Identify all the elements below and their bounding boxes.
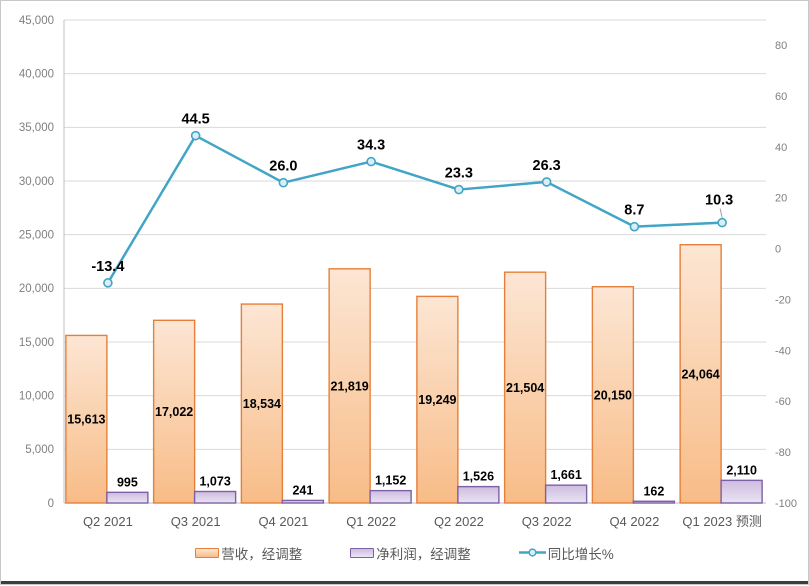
right-axis-tick-label: 40 [775, 142, 787, 154]
growth-data-label: 8.7 [624, 203, 644, 219]
category-axis-label: Q3 2022 [522, 514, 572, 529]
revenue-bar [240, 303, 284, 504]
right-axis-tick-label: -60 [775, 396, 791, 408]
revenue-bar [65, 334, 108, 504]
profit-bar [720, 479, 763, 504]
label-leader-line [719, 208, 723, 218]
growth-data-label: 34.3 [357, 138, 385, 154]
legend-item-profit: 净利润，经调整 [350, 543, 471, 563]
left-axis-tick-label: 10,000 [19, 390, 54, 402]
revenue-data-label: 21,504 [506, 381, 544, 395]
growth-legend-label: 同比增长% [547, 546, 614, 562]
profit-bar [632, 500, 676, 504]
growth-point-marker [190, 130, 201, 141]
right-axis-tick-label: -40 [775, 345, 791, 357]
growth-line [106, 134, 724, 285]
legend-item-growth: 同比增长% [518, 543, 614, 563]
profit-bar [369, 489, 412, 504]
legend-marker-icon [528, 548, 537, 557]
growth-data-label: 23.3 [445, 166, 473, 182]
right-axis-tick-label: -20 [775, 294, 791, 306]
profit-bar [281, 499, 325, 504]
revenue-data-label: 21,819 [331, 379, 369, 393]
category-axis-label: Q4 2022 [609, 514, 659, 529]
profit-bar [193, 490, 237, 504]
legend-item-revenue: 营收，经调整 [195, 543, 302, 563]
left-axis-tick-label: 35,000 [19, 122, 54, 134]
growth-data-label: 44.5 [182, 112, 210, 128]
profit-legend-swatch [350, 547, 375, 558]
category-axis-label: Q2 2021 [83, 514, 133, 529]
category-axis-label: Q1 2022 [346, 514, 396, 529]
profit-bar [544, 484, 588, 504]
growth-line-legend-swatch [518, 548, 546, 557]
right-axis-tick-label: -80 [775, 447, 791, 459]
category-axis-label: Q4 2021 [258, 514, 308, 529]
right-axis-tick-label: 0 [775, 244, 781, 256]
left-axis-tick-label: 30,000 [19, 176, 54, 188]
revenue-data-label: 24,064 [682, 367, 720, 381]
right-axis-tick-label: 60 [775, 91, 787, 103]
revenue-legend-label: 营收，经调整 [221, 546, 303, 562]
profit-data-label: 2,110 [726, 463, 757, 477]
revenue-data-label: 18,534 [243, 397, 281, 411]
category-axis-label: Q2 2022 [434, 514, 484, 529]
bottom-border-line [1, 581, 808, 584]
revenue-data-label: 20,150 [594, 388, 632, 402]
revenue-bar [503, 271, 547, 504]
left-axis-tick-label: 25,000 [19, 229, 54, 241]
revenue-data-label: 19,249 [418, 393, 456, 407]
profit-bar [106, 491, 149, 504]
profit-data-label: 1,526 [463, 470, 494, 484]
revenue-bar [679, 244, 722, 504]
profit-data-label: 995 [117, 475, 138, 489]
profit-data-label: 1,661 [550, 468, 581, 482]
profit-bar [457, 485, 500, 504]
left-axis-tick-label: 45,000 [19, 15, 54, 27]
growth-data-label: -13.4 [91, 259, 124, 275]
growth-data-label: 10.3 [705, 193, 733, 209]
growth-point-marker [629, 221, 640, 232]
revenue-bar [591, 286, 635, 504]
left-axis-tick-label: 15,000 [19, 337, 54, 349]
growth-data-label: 26.0 [269, 159, 297, 175]
category-axis-label: Q1 2023 预测 [682, 514, 762, 529]
revenue-data-label: 15,613 [67, 413, 105, 427]
left-axis-tick-label: 0 [48, 498, 54, 510]
revenue-legend-swatch [195, 547, 220, 558]
profit-data-label: 241 [292, 483, 313, 497]
growth-point-marker [541, 177, 552, 187]
profit-data-label: 162 [643, 484, 664, 498]
revenue-data-label: 17,022 [155, 405, 193, 419]
right-axis-tick-label: -100 [775, 498, 797, 510]
right-axis-tick-label: 20 [775, 193, 787, 205]
growth-point-marker [103, 278, 113, 288]
revenue-bar [416, 295, 459, 504]
chart-legend: 营收，经调整 净利润，经调整 同比增长% [1, 543, 808, 563]
growth-point-marker [278, 177, 289, 188]
growth-data-label: 26.3 [533, 158, 561, 174]
growth-point-marker [717, 217, 727, 228]
left-axis-tick-label: 5,000 [25, 444, 54, 456]
category-axis-label: Q3 2021 [171, 514, 221, 529]
revenue-bar [328, 268, 371, 504]
growth-point-marker [366, 156, 376, 167]
profit-data-label: 1,152 [375, 474, 406, 488]
growth-point-marker [454, 184, 464, 195]
left-axis-tick-label: 20,000 [19, 283, 54, 295]
profit-legend-label: 净利润，经调整 [376, 546, 471, 562]
profit-data-label: 1,073 [199, 474, 230, 488]
right-axis-tick-label: 80 [775, 40, 787, 52]
left-axis-tick-label: 40,000 [19, 68, 54, 80]
revenue-bar [152, 319, 196, 504]
